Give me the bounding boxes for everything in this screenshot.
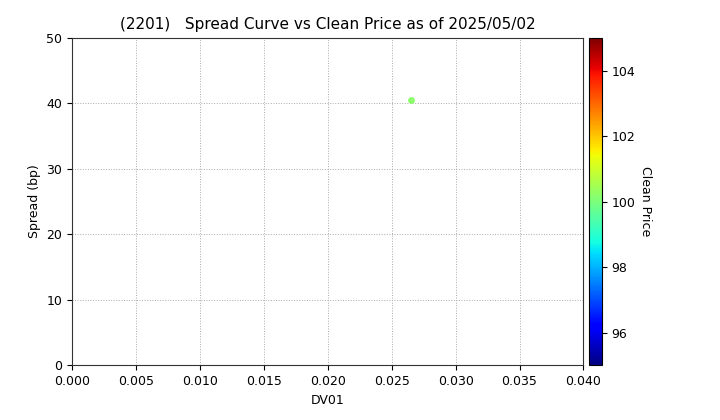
Point xyxy=(405,97,417,103)
X-axis label: DV01: DV01 xyxy=(311,394,345,407)
Title: (2201)   Spread Curve vs Clean Price as of 2025/05/02: (2201) Spread Curve vs Clean Price as of… xyxy=(120,18,536,32)
Y-axis label: Clean Price: Clean Price xyxy=(639,166,652,237)
Y-axis label: Spread (bp): Spread (bp) xyxy=(28,165,41,239)
